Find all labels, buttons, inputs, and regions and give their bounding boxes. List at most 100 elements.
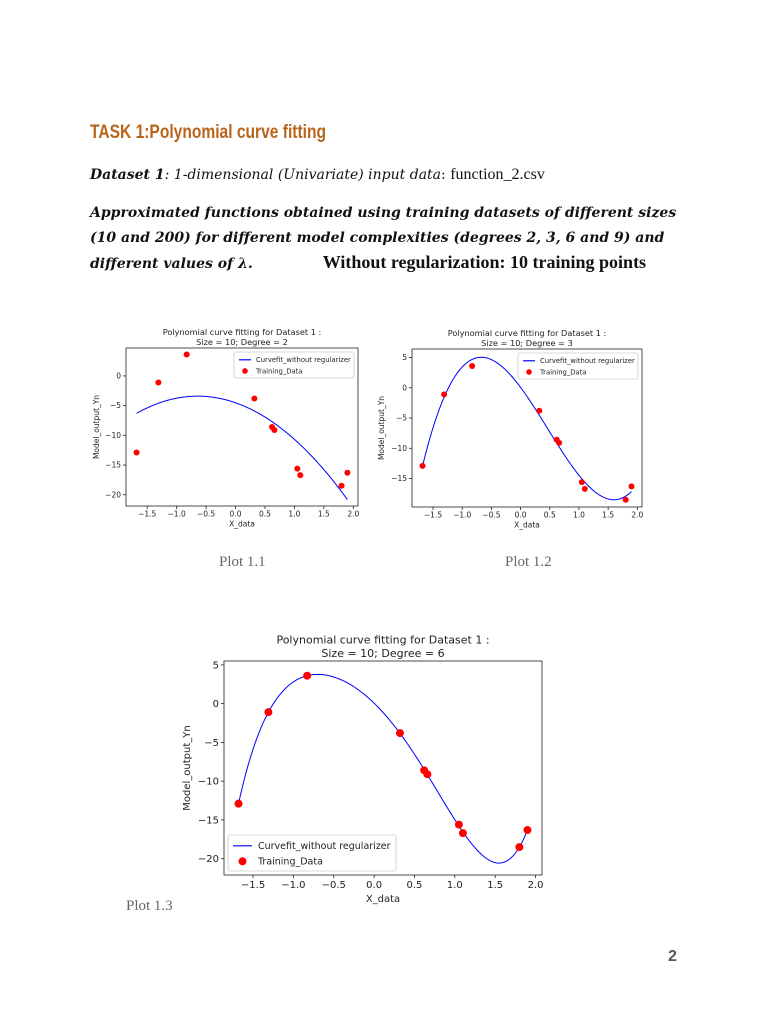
y-tick-label: −15 (198, 815, 219, 826)
y-axis-label: Model_output_Yn (377, 396, 386, 460)
caption-plot-1-1: Plot 1.1 (219, 554, 266, 570)
training-point (454, 820, 463, 829)
plot-area (411, 348, 643, 508)
training-point (536, 407, 543, 414)
x-axis-label: X_data (514, 520, 540, 529)
y-tick-label: −10 (105, 431, 121, 440)
y-tick-label: −5 (204, 738, 219, 749)
legend-box (227, 834, 397, 872)
y-tick-label: 5 (213, 660, 219, 671)
x-tick-label: 0.0 (230, 510, 242, 519)
x-tick-label: 1.5 (318, 510, 330, 519)
x-tick-label: 2.0 (347, 510, 359, 519)
training-point (294, 465, 301, 472)
x-tick-label: 1.0 (288, 510, 300, 519)
caption-plot-1-2: Plot 1.2 (505, 554, 552, 570)
training-point (234, 799, 243, 808)
legend-label-points: Training_Data (255, 367, 302, 375)
y-tick-label: −20 (105, 490, 121, 499)
training-point (458, 829, 467, 838)
x-tick-label: 0.0 (366, 880, 382, 891)
y-tick-label: −5 (396, 414, 407, 423)
y-tick-label: −5 (110, 401, 121, 410)
y-tick-label: −10 (391, 444, 407, 453)
section-heading: TASK 1:Polynomial curve fitting (90, 122, 327, 143)
training-point (628, 483, 635, 490)
x-tick-label: −0.5 (482, 511, 500, 520)
y-tick-label: 5 (402, 353, 407, 362)
y-tick-label: −20 (198, 854, 219, 865)
training-point (303, 671, 312, 680)
legend-label-curve: Curvefit_without regularizer (256, 356, 351, 364)
fit-curve (238, 673, 528, 864)
chart-subtitle: Size = 10; Degree = 3 (481, 338, 573, 348)
plot-area (125, 347, 359, 507)
training-point (271, 426, 278, 433)
legend-point-swatch (238, 857, 247, 866)
chart-title: Polynomial curve fitting for Dataset 1 : (276, 633, 489, 646)
x-tick-label: −1.5 (138, 510, 156, 519)
y-tick-label: 0 (116, 372, 121, 381)
y-axis-label: Model_output_Yn (92, 395, 101, 459)
x-tick-label: 2.0 (631, 511, 643, 520)
description-paragraph: Approximated functions obtained using tr… (90, 205, 677, 272)
legend-label-curve: Curvefit_without regularizer (258, 841, 391, 852)
chart-plot-1-2: Polynomial curve fitting for Dataset 1 :… (377, 328, 644, 529)
training-point (344, 469, 351, 476)
training-point (581, 485, 588, 492)
x-axis-label: X_data (229, 519, 255, 528)
training-point (155, 379, 162, 386)
dataset-separator: : (441, 167, 451, 183)
x-tick-label: 0.0 (515, 511, 527, 520)
dataset-line: Dataset 1: 1-dimensional (Univariate) in… (90, 166, 545, 184)
dataset-description: : 1-dimensional (Univariate) input data (164, 167, 442, 183)
y-tick-label: −15 (391, 474, 407, 483)
legend-label-curve: Curvefit_without regularizer (540, 357, 635, 365)
x-tick-label: −1.0 (453, 511, 471, 520)
x-tick-label: −0.5 (197, 510, 215, 519)
training-point (264, 708, 273, 717)
x-tick-label: −0.5 (322, 880, 346, 891)
training-point (133, 449, 140, 456)
x-tick-label: −1.5 (424, 511, 442, 520)
x-tick-label: −1.5 (241, 880, 265, 891)
chart-title: Polynomial curve fitting for Dataset 1 : (448, 328, 607, 338)
training-point (423, 770, 432, 779)
chart-title: Polynomial curve fitting for Dataset 1 : (163, 327, 322, 337)
legend-box (517, 352, 639, 380)
x-tick-label: 1.0 (573, 511, 585, 520)
training-point (251, 395, 258, 402)
x-tick-label: 0.5 (544, 511, 556, 520)
page-number: 2 (668, 948, 677, 965)
x-tick-label: 1.5 (487, 880, 503, 891)
x-tick-label: 1.0 (447, 880, 463, 891)
fit-curve (136, 395, 348, 500)
dataset-label: Dataset 1 (90, 167, 165, 183)
y-axis-label: Model_output_Yn (182, 725, 193, 810)
plot-area (223, 660, 543, 876)
legend-label-points: Training_Data (257, 857, 323, 868)
x-tick-label: 2.0 (528, 880, 544, 891)
subheading: Without regularization: 10 training poin… (322, 252, 647, 272)
training-point (556, 439, 563, 446)
chart-subtitle: Size = 10; Degree = 2 (196, 337, 288, 347)
caption-plot-1-3: Plot 1.3 (126, 898, 173, 914)
y-tick-label: −15 (105, 461, 121, 470)
training-point (578, 479, 585, 486)
chart-plot-1-3: Polynomial curve fitting for Dataset 1 :… (182, 633, 544, 905)
x-axis-label: X_data (366, 894, 400, 905)
y-tick-label: −10 (198, 777, 219, 788)
legend-box (233, 351, 355, 379)
description-block: Approximated functions obtained using tr… (90, 200, 700, 276)
training-point (183, 351, 190, 358)
training-point (419, 462, 426, 469)
x-tick-label: 0.5 (407, 880, 423, 891)
legend-point-swatch (242, 368, 248, 374)
legend-label-points: Training_Data (539, 368, 586, 376)
training-point (523, 826, 532, 835)
x-tick-label: −1.0 (281, 880, 305, 891)
training-point (469, 362, 476, 369)
x-tick-label: 1.5 (602, 511, 614, 520)
x-tick-label: −1.0 (168, 510, 186, 519)
training-point (338, 482, 345, 489)
